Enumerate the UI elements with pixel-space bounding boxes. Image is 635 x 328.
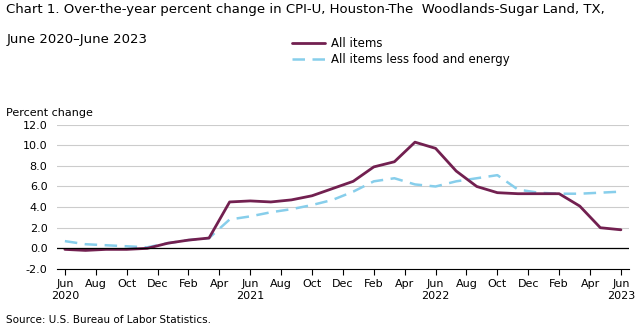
All items less food and energy (514, 188, 522, 192)
All items (246, 199, 254, 203)
All items (452, 169, 460, 173)
All items less food and energy (556, 192, 563, 196)
Text: Percent change: Percent change (6, 108, 93, 118)
All items less food and energy (267, 210, 274, 214)
All items (102, 247, 110, 251)
All items less food and energy (617, 190, 625, 194)
All items (61, 247, 69, 251)
All items (432, 146, 439, 150)
All items less food and energy (596, 191, 604, 195)
All items (596, 226, 604, 230)
All items (144, 246, 151, 250)
All items less food and energy (535, 191, 542, 195)
All items (123, 247, 130, 251)
All items less food and energy (473, 176, 481, 180)
All items less food and energy (164, 241, 171, 245)
All items (205, 236, 213, 240)
All items less food and energy (82, 242, 90, 246)
All items (535, 192, 542, 196)
All items less food and energy (452, 179, 460, 183)
All items less food and energy (205, 236, 213, 240)
All items less food and energy (308, 203, 316, 207)
Text: June 2020–June 2023: June 2020–June 2023 (6, 33, 147, 46)
All items less food and energy (493, 173, 501, 177)
All items (82, 248, 90, 252)
All items (349, 179, 357, 183)
All items less food and energy (432, 185, 439, 189)
All items less food and energy (370, 179, 378, 183)
All items less food and energy (61, 239, 69, 243)
All items less food and energy (226, 217, 234, 221)
All items (514, 192, 522, 196)
All items (617, 228, 625, 232)
All items (226, 200, 234, 204)
All items less food and energy (411, 182, 419, 186)
All items (411, 140, 419, 144)
Legend: All items, All items less food and energy: All items, All items less food and energ… (291, 37, 509, 66)
All items (329, 187, 337, 191)
Line: All items less food and energy: All items less food and energy (65, 175, 621, 247)
Text: Source: U.S. Bureau of Labor Statistics.: Source: U.S. Bureau of Labor Statistics. (6, 315, 211, 325)
All items less food and energy (576, 192, 584, 196)
All items less food and energy (102, 243, 110, 247)
All items (185, 238, 192, 242)
All items less food and energy (246, 215, 254, 218)
All items (493, 191, 501, 195)
Line: All items: All items (65, 142, 621, 250)
All items less food and energy (391, 176, 398, 180)
All items (370, 165, 378, 169)
All items less food and energy (349, 190, 357, 194)
All items (288, 198, 295, 202)
All items (473, 185, 481, 189)
All items less food and energy (144, 245, 151, 249)
All items less food and energy (185, 238, 192, 242)
All items (391, 160, 398, 164)
All items (576, 204, 584, 208)
Text: Chart 1. Over-the-year percent change in CPI-U, Houston-The  Woodlands-Sugar Lan: Chart 1. Over-the-year percent change in… (6, 3, 605, 16)
All items (164, 241, 171, 245)
All items (556, 192, 563, 196)
All items less food and energy (123, 244, 130, 248)
All items (267, 200, 274, 204)
All items less food and energy (329, 198, 337, 202)
All items (308, 194, 316, 198)
All items less food and energy (288, 207, 295, 211)
